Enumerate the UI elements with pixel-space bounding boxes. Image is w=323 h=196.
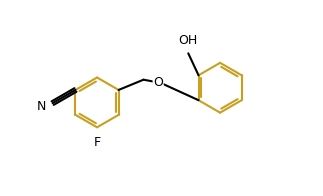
Text: N: N bbox=[37, 100, 47, 113]
Text: F: F bbox=[93, 135, 100, 149]
Text: OH: OH bbox=[179, 34, 198, 47]
Text: O: O bbox=[153, 76, 163, 89]
